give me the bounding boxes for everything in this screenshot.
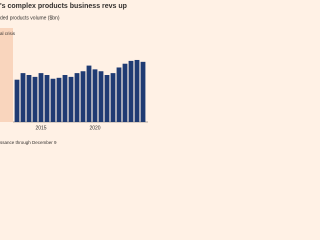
bar	[80, 71, 86, 122]
bar	[68, 76, 74, 122]
chart: 's complex products business revs up ded…	[0, 3, 148, 145]
bar	[98, 71, 104, 122]
bar	[110, 73, 116, 122]
chart-subtitle: ded products volume ($bn)	[0, 15, 60, 21]
bar	[122, 63, 128, 122]
bar	[134, 59, 140, 122]
bar	[38, 73, 44, 122]
x-tick-label: 2020	[89, 125, 100, 131]
bar	[20, 73, 26, 122]
bar	[26, 75, 32, 122]
bar	[50, 78, 56, 122]
annotation: al crisis	[0, 31, 16, 36]
bar	[86, 65, 92, 122]
page: {"chart_data": {"type": "bar", "title": …	[0, 2, 148, 146]
bar	[14, 79, 20, 122]
bar	[74, 73, 80, 122]
crisis-shading	[0, 28, 13, 122]
bar	[92, 69, 98, 122]
bar	[62, 75, 68, 122]
bar	[140, 61, 146, 122]
bar	[56, 77, 62, 122]
chart-title: 's complex products business revs up	[0, 3, 127, 10]
x-tick-label: 2015	[35, 125, 46, 131]
source: ssance through December 9	[0, 140, 57, 145]
bar	[116, 67, 122, 122]
bar	[104, 75, 110, 122]
bar	[32, 76, 38, 122]
bar	[44, 75, 50, 122]
bar	[128, 60, 134, 122]
